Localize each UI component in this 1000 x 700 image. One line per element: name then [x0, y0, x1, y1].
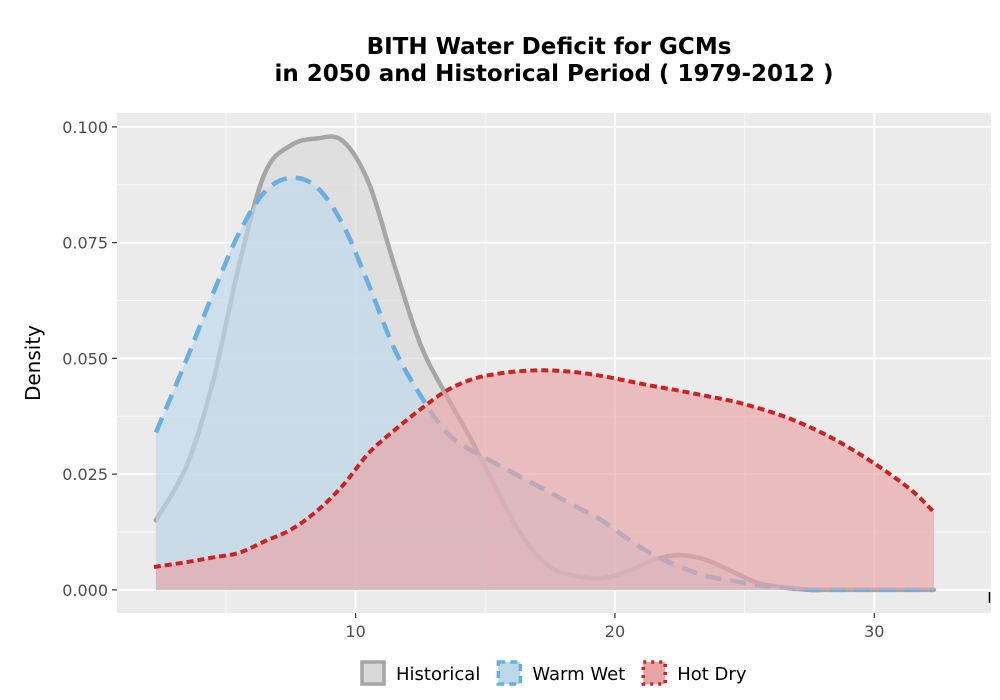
legend-label-historical: Historical: [396, 664, 480, 685]
y-tick-label: 0.075: [62, 234, 108, 253]
series-area-hot-dry: [155, 370, 934, 590]
x-tick-label: 10: [345, 622, 365, 641]
series-layer: [153, 134, 937, 593]
axis-ticks: [112, 126, 875, 618]
y-axis-title: Density: [21, 325, 45, 401]
y-tick-label: 0.050: [62, 349, 108, 368]
legend-key-historical: [360, 660, 386, 686]
y-tick-label: 0.100: [62, 118, 108, 137]
x-tick-labels: 10 20 30: [345, 622, 884, 641]
series-line-hot-dry: [153, 368, 937, 569]
chart-title-line-2: in 2050 and Historical Period ( 1979-201…: [274, 61, 833, 87]
legend-key-hot-dry: [641, 660, 667, 686]
y-tick-label: 0.025: [62, 465, 108, 484]
x-tick-label: 20: [605, 622, 625, 641]
legend: Historical Warm Wet Hot Dry: [360, 660, 747, 686]
x-tick-label: 30: [864, 622, 884, 641]
legend-label-hot-dry: Hot Dry: [677, 664, 747, 685]
legend-key-warm-wet: [496, 660, 523, 686]
y-tick-label: 0.000: [62, 581, 108, 600]
y-tick-labels: 0.000 0.025 0.050 0.075 0.100: [62, 118, 108, 600]
legend-label-warm-wet: Warm Wet: [532, 664, 625, 685]
chart-title-line-1: BITH Water Deficit for GCMs: [367, 34, 732, 60]
